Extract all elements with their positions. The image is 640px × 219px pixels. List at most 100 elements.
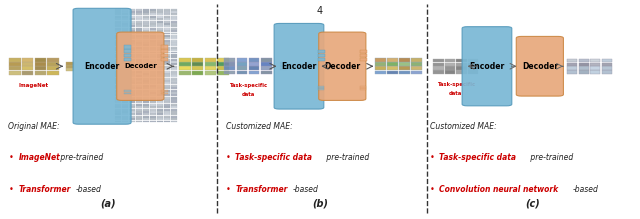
FancyBboxPatch shape	[116, 32, 164, 101]
FancyBboxPatch shape	[136, 120, 141, 122]
FancyBboxPatch shape	[122, 18, 127, 20]
FancyBboxPatch shape	[122, 85, 127, 87]
FancyBboxPatch shape	[122, 78, 127, 80]
FancyBboxPatch shape	[143, 30, 148, 32]
FancyBboxPatch shape	[136, 30, 141, 32]
FancyBboxPatch shape	[164, 21, 170, 23]
FancyBboxPatch shape	[129, 104, 134, 106]
FancyBboxPatch shape	[318, 54, 324, 57]
FancyBboxPatch shape	[164, 61, 170, 63]
FancyBboxPatch shape	[136, 61, 141, 63]
FancyBboxPatch shape	[161, 54, 168, 57]
Text: Encoder: Encoder	[469, 62, 504, 71]
FancyBboxPatch shape	[164, 92, 170, 94]
FancyBboxPatch shape	[122, 68, 127, 70]
FancyBboxPatch shape	[567, 63, 577, 66]
FancyBboxPatch shape	[143, 104, 148, 106]
FancyBboxPatch shape	[122, 113, 127, 115]
FancyBboxPatch shape	[171, 104, 177, 106]
FancyBboxPatch shape	[157, 51, 163, 53]
FancyBboxPatch shape	[602, 63, 612, 66]
FancyBboxPatch shape	[171, 99, 177, 101]
FancyBboxPatch shape	[143, 116, 148, 118]
FancyBboxPatch shape	[122, 42, 127, 44]
Text: Convolution neural network: Convolution neural network	[439, 185, 559, 194]
FancyBboxPatch shape	[136, 109, 141, 111]
FancyBboxPatch shape	[171, 113, 177, 115]
FancyBboxPatch shape	[122, 49, 127, 51]
FancyBboxPatch shape	[150, 18, 156, 20]
FancyBboxPatch shape	[115, 92, 120, 94]
Text: Customized MAE:: Customized MAE:	[429, 122, 497, 131]
FancyBboxPatch shape	[150, 111, 156, 113]
FancyBboxPatch shape	[411, 62, 422, 66]
FancyBboxPatch shape	[122, 80, 127, 82]
FancyBboxPatch shape	[171, 78, 177, 80]
FancyBboxPatch shape	[129, 83, 134, 84]
FancyBboxPatch shape	[150, 116, 156, 118]
FancyBboxPatch shape	[115, 51, 120, 53]
FancyBboxPatch shape	[260, 71, 271, 74]
FancyBboxPatch shape	[129, 71, 134, 72]
FancyBboxPatch shape	[143, 73, 148, 75]
FancyBboxPatch shape	[157, 68, 163, 70]
FancyBboxPatch shape	[248, 71, 259, 74]
FancyBboxPatch shape	[157, 118, 163, 120]
FancyBboxPatch shape	[115, 90, 120, 92]
FancyBboxPatch shape	[150, 30, 156, 32]
FancyBboxPatch shape	[150, 90, 156, 92]
Text: Decoder: Decoder	[324, 62, 360, 71]
FancyBboxPatch shape	[129, 80, 134, 82]
FancyBboxPatch shape	[115, 28, 120, 30]
FancyBboxPatch shape	[164, 47, 170, 49]
FancyBboxPatch shape	[319, 86, 324, 88]
FancyBboxPatch shape	[157, 28, 163, 30]
FancyBboxPatch shape	[129, 9, 134, 11]
FancyBboxPatch shape	[157, 99, 163, 101]
FancyBboxPatch shape	[136, 113, 141, 115]
FancyBboxPatch shape	[171, 61, 177, 63]
FancyBboxPatch shape	[433, 59, 444, 62]
FancyBboxPatch shape	[67, 68, 74, 71]
FancyBboxPatch shape	[150, 85, 156, 87]
FancyBboxPatch shape	[360, 58, 367, 61]
FancyBboxPatch shape	[129, 92, 134, 94]
FancyBboxPatch shape	[157, 104, 163, 106]
FancyBboxPatch shape	[590, 63, 600, 66]
FancyBboxPatch shape	[150, 75, 156, 77]
FancyBboxPatch shape	[129, 109, 134, 111]
FancyBboxPatch shape	[164, 97, 170, 99]
FancyBboxPatch shape	[150, 23, 156, 25]
FancyBboxPatch shape	[143, 94, 148, 96]
FancyBboxPatch shape	[157, 54, 163, 56]
FancyBboxPatch shape	[115, 73, 120, 75]
FancyBboxPatch shape	[115, 64, 120, 65]
FancyBboxPatch shape	[143, 101, 148, 103]
FancyBboxPatch shape	[567, 70, 577, 74]
FancyBboxPatch shape	[150, 87, 156, 89]
FancyBboxPatch shape	[136, 54, 141, 56]
FancyBboxPatch shape	[129, 106, 134, 108]
Text: Task-specific data: Task-specific data	[439, 153, 516, 162]
Text: Customized MAE:: Customized MAE:	[226, 122, 292, 131]
FancyBboxPatch shape	[468, 70, 478, 74]
FancyBboxPatch shape	[136, 51, 141, 53]
FancyBboxPatch shape	[602, 67, 612, 70]
FancyBboxPatch shape	[161, 58, 168, 62]
FancyBboxPatch shape	[171, 80, 177, 82]
FancyBboxPatch shape	[115, 113, 120, 115]
FancyBboxPatch shape	[129, 101, 134, 103]
Text: Task-specific: Task-specific	[229, 83, 267, 88]
FancyBboxPatch shape	[171, 85, 177, 87]
FancyBboxPatch shape	[150, 109, 156, 111]
FancyBboxPatch shape	[462, 27, 512, 106]
FancyBboxPatch shape	[171, 51, 177, 53]
FancyBboxPatch shape	[171, 83, 177, 84]
FancyBboxPatch shape	[136, 47, 141, 49]
FancyBboxPatch shape	[205, 67, 216, 70]
FancyBboxPatch shape	[122, 11, 127, 13]
FancyBboxPatch shape	[590, 67, 600, 70]
FancyBboxPatch shape	[122, 59, 127, 61]
FancyBboxPatch shape	[433, 70, 444, 74]
FancyBboxPatch shape	[157, 25, 163, 27]
